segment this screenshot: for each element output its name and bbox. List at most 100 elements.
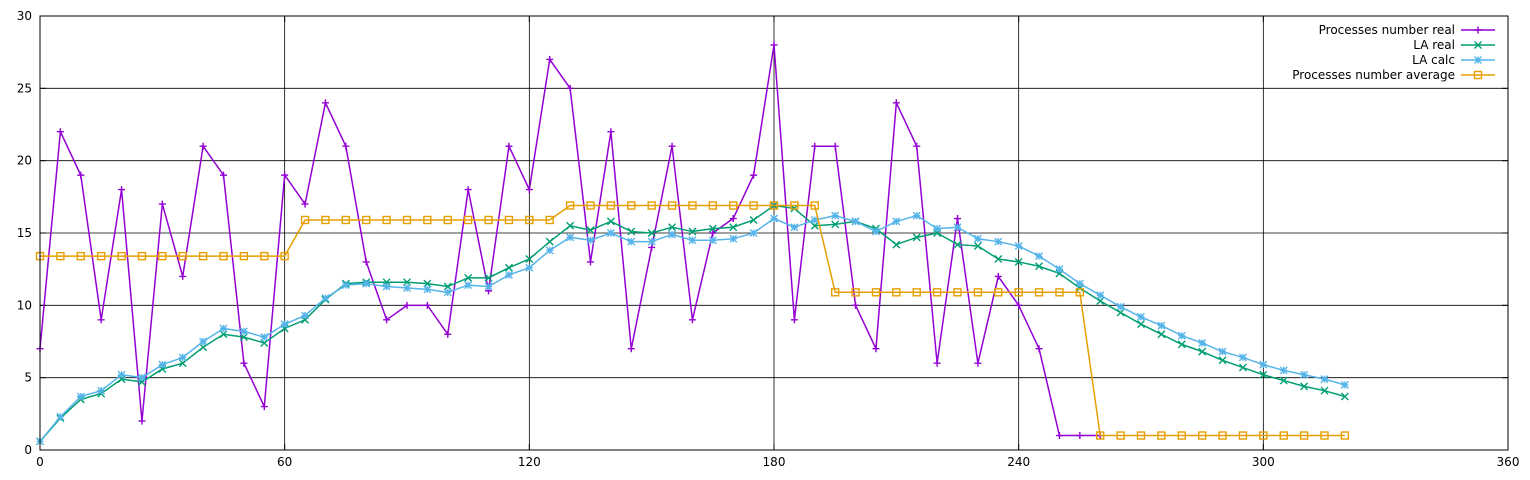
data-point [484,282,493,291]
data-point [158,360,167,369]
data-point [525,263,534,272]
data-point [56,251,65,261]
data-point [464,186,472,194]
legend-marker [1474,41,1482,49]
data-point [300,215,310,225]
data-point [1014,242,1023,251]
data-point [138,417,146,425]
data-point [464,281,473,290]
data-point [1299,431,1309,440]
data-point [117,370,126,379]
data-point [851,288,860,297]
data-point [239,327,248,336]
y-tick-label: 25 [17,81,32,95]
data-point [1014,288,1023,297]
data-point [973,242,982,251]
data-point [545,246,554,255]
data-point [484,215,493,225]
data-point [1116,308,1125,317]
data-point [403,278,411,287]
data-point [647,229,656,237]
data-point [688,227,697,236]
data-point [749,215,758,224]
data-point [443,215,452,225]
data-point [668,142,676,150]
data-point [281,171,289,179]
x-tick-label: 120 [518,455,541,469]
data-point [402,215,412,225]
data-point [199,343,208,352]
data-point [1137,320,1145,329]
data-point [484,273,493,282]
data-point [178,359,187,368]
series-line-processes-number-average [40,204,1345,437]
data-point [769,201,779,210]
data-point [1300,370,1309,379]
legend-item-processes-number-real: Processes number real [1319,23,1495,37]
data-point [892,240,901,249]
data-point [219,251,228,261]
data-point [321,99,329,107]
data-point [1198,338,1207,347]
data-point [566,233,575,242]
data-point [790,223,799,232]
data-point [1218,356,1227,365]
data-point [729,201,738,210]
data-point [1116,431,1125,440]
data-point [443,288,452,297]
y-tick-label: 15 [17,226,32,240]
data-point [504,270,513,279]
data-point [56,412,65,421]
legend-label: Processes number average [1292,68,1455,82]
data-point [729,234,738,243]
data-point [1279,366,1288,375]
data-point [565,201,575,210]
data-point [443,282,452,291]
data-point [1300,382,1309,391]
data-point [647,237,656,246]
data-point [627,237,636,246]
data-point [586,201,595,210]
data-point [1279,376,1288,385]
data-point [566,84,574,92]
data-point [810,201,819,210]
data-point [545,215,554,225]
data-point [117,251,126,261]
data-point [382,282,391,291]
data-point [586,236,595,245]
data-point [179,272,187,280]
data-point [76,251,85,261]
data-point [1034,288,1044,297]
data-point [118,186,126,194]
data-point [831,211,840,220]
data-point [525,215,534,225]
data-point [1340,431,1350,440]
data-point [627,201,636,210]
data-point [403,283,411,292]
data-point [953,288,962,297]
data-point [1259,360,1268,369]
data-point [505,142,513,150]
data-point [1055,288,1064,297]
data-point [973,288,983,297]
y-tick-label: 30 [17,9,32,23]
legend-item-processes-number-average: Processes number average [1292,68,1495,82]
data-point [504,263,513,272]
data-point [871,227,880,236]
legend-marker [1473,70,1483,80]
data-point [403,301,411,309]
data-point [586,226,595,235]
data-point [607,128,615,136]
plot-frame [39,15,1509,451]
data-point [220,171,227,179]
data-point [729,215,737,223]
data-point [892,217,901,226]
data-point [852,301,860,309]
data-point [688,201,697,210]
data-point [96,251,106,261]
data-point [301,311,310,320]
data-point [423,301,431,309]
data-point [627,227,636,236]
data-point [97,316,105,324]
